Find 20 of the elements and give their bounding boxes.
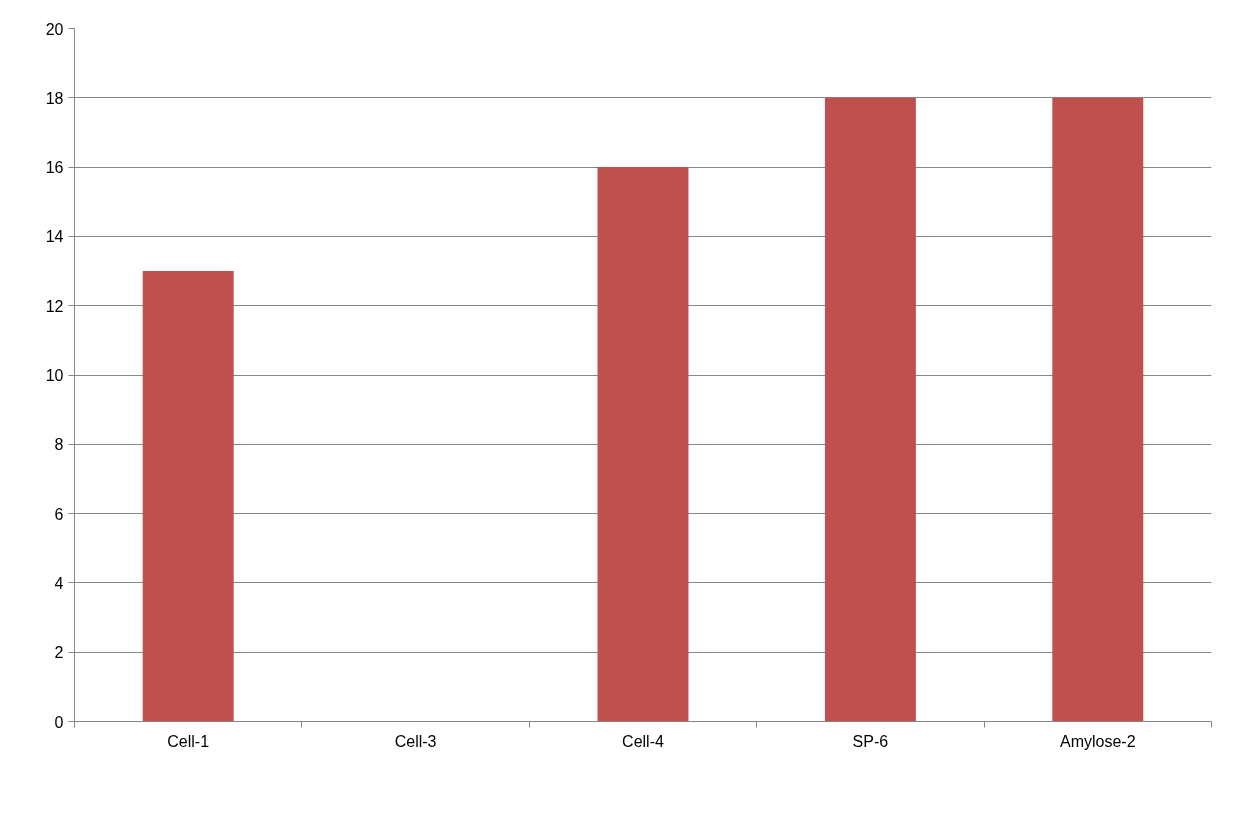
- y-tick-label: 8: [54, 436, 64, 454]
- y-tick-label: 6: [54, 505, 64, 523]
- bar: [142, 271, 234, 722]
- x-tick-label: Cell-4: [622, 732, 664, 750]
- x-tick-label: Cell-1: [167, 732, 210, 750]
- x-tick-label: Cell-3: [394, 732, 437, 750]
- y-tick-label: 20: [45, 20, 64, 38]
- y-tick-label: 0: [54, 713, 64, 731]
- y-tick-label: 4: [54, 574, 64, 592]
- y-tick-label: 2: [54, 644, 64, 662]
- bar: [597, 167, 689, 722]
- bar: [824, 97, 916, 722]
- x-tick-label: SP-6: [852, 732, 889, 750]
- y-tick-label: 14: [45, 228, 64, 246]
- y-tick-label: 16: [45, 159, 64, 177]
- bar: [1052, 97, 1144, 722]
- y-tick-label: 18: [45, 89, 64, 107]
- x-tick-label: Amylose-2: [1060, 732, 1136, 750]
- y-tick-label: 10: [45, 367, 64, 384]
- y-tick-label: 12: [45, 297, 64, 315]
